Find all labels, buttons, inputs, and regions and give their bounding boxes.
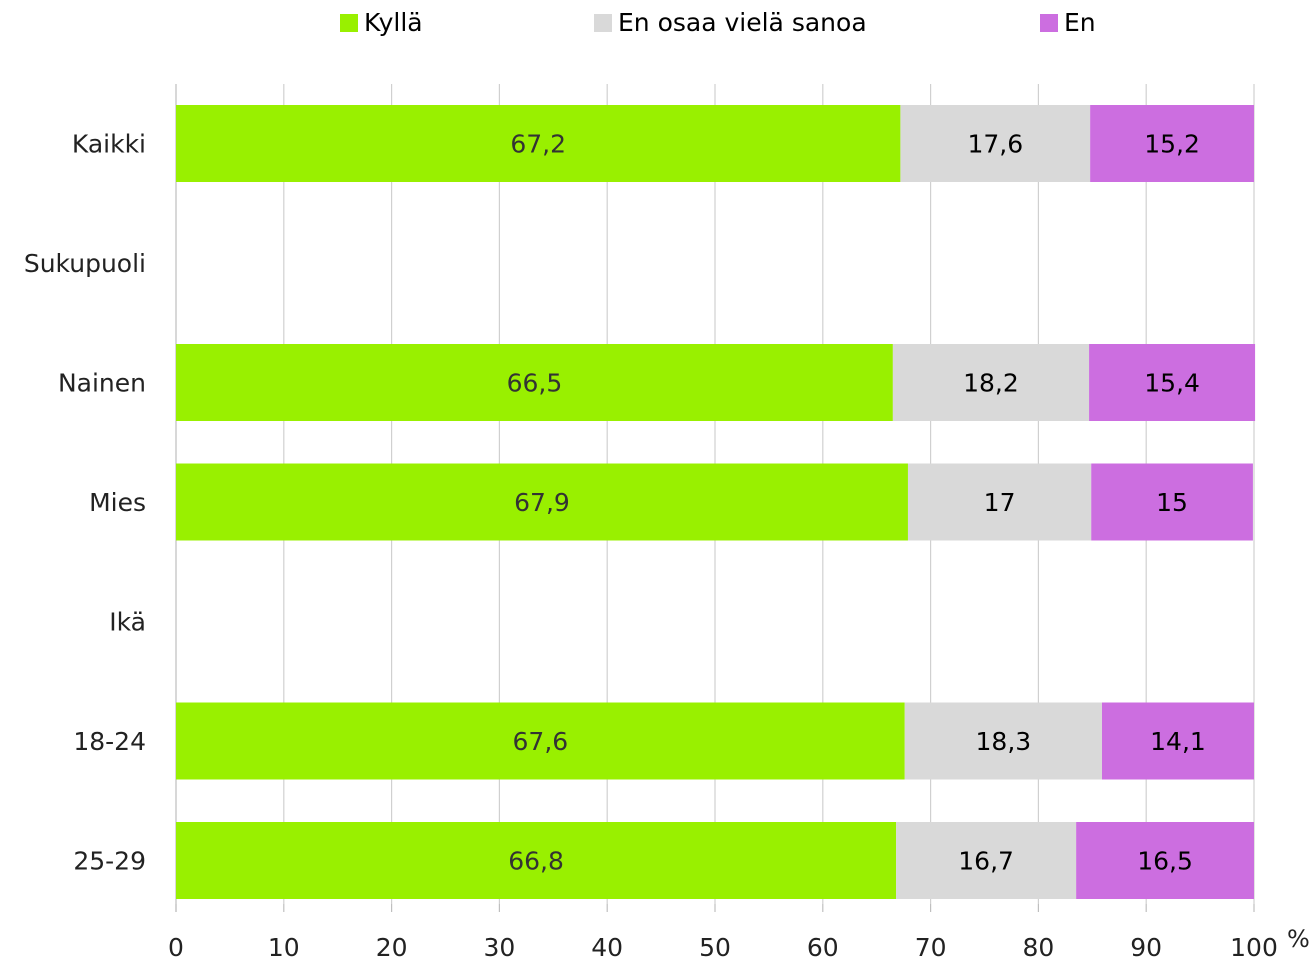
data-label-en-kaikki: 15,2 bbox=[1144, 130, 1200, 159]
bar-kylla-kaikki bbox=[176, 105, 901, 182]
bar-en-kaikki bbox=[1090, 105, 1254, 182]
legend-label-en-osaa: En osaa vielä sanoa bbox=[618, 8, 867, 37]
data-label-kylla-nainen: 66,5 bbox=[507, 369, 563, 398]
legend-item-kylla: Kyllä bbox=[340, 8, 423, 37]
legend: Kyllä En osaa vielä sanoa En bbox=[0, 4, 1314, 44]
data-label-kylla-kaikki: 67,2 bbox=[510, 130, 566, 159]
category-label-25-29: 25-29 bbox=[73, 847, 146, 876]
category-label-nainen: Nainen bbox=[58, 369, 146, 398]
bar-en-25-29 bbox=[1076, 822, 1254, 899]
bar-en-osaa-viela-sanoa-mies bbox=[907, 463, 1092, 541]
data-label-en-osaa-viela-sanoa-kaikki: 17,6 bbox=[967, 130, 1023, 159]
bar-kylla-18-24 bbox=[176, 702, 905, 780]
x-tick-label-30: 30 bbox=[483, 933, 515, 962]
data-label-en-mies: 15 bbox=[1156, 488, 1188, 517]
x-tick-label-80: 80 bbox=[1022, 933, 1054, 962]
category-label-18-24: 18-24 bbox=[73, 727, 146, 756]
category-label-mies: Mies bbox=[89, 488, 146, 517]
data-label-en-osaa-viela-sanoa-nainen: 18,2 bbox=[963, 369, 1019, 398]
x-tick-label-90: 90 bbox=[1130, 933, 1162, 962]
data-label-en-osaa-viela-sanoa-18-24: 18,3 bbox=[976, 727, 1032, 756]
x-tick-label-60: 60 bbox=[807, 933, 839, 962]
x-tick-label-40: 40 bbox=[591, 933, 623, 962]
data-label-kylla-18-24: 67,6 bbox=[513, 727, 569, 756]
bar-en-mies bbox=[1091, 463, 1253, 541]
legend-item-en: En bbox=[1040, 8, 1096, 37]
data-label-en-18-24: 14,1 bbox=[1150, 727, 1206, 756]
bar-en-18-24 bbox=[1102, 702, 1254, 780]
legend-item-en-osaa: En osaa vielä sanoa bbox=[594, 8, 867, 37]
data-label-kylla-mies: 67,9 bbox=[514, 488, 570, 517]
data-label-kylla-25-29: 66,8 bbox=[508, 847, 564, 876]
category-label-kaikki: Kaikki bbox=[72, 130, 146, 159]
data-label-en-nainen: 15,4 bbox=[1144, 369, 1200, 398]
legend-swatch-en bbox=[1040, 13, 1058, 32]
x-tick-label-10: 10 bbox=[268, 933, 300, 962]
bar-en-osaa-viela-sanoa-25-29 bbox=[896, 822, 1077, 899]
bar-en-nainen bbox=[1089, 344, 1256, 421]
x-axis-unit: % bbox=[1287, 925, 1310, 953]
category-label-sukupuoli: Sukupuoli bbox=[24, 249, 146, 278]
data-label-en-osaa-viela-sanoa-25-29: 16,7 bbox=[958, 847, 1014, 876]
legend-swatch-kylla bbox=[340, 13, 358, 32]
bar-en-osaa-viela-sanoa-18-24 bbox=[904, 702, 1103, 780]
x-tick-label-50: 50 bbox=[699, 933, 731, 962]
x-tick-label-70: 70 bbox=[915, 933, 947, 962]
x-tick-label-100: 100 bbox=[1230, 933, 1278, 962]
bar-kylla-nainen bbox=[176, 344, 893, 421]
bar-kylla-mies bbox=[176, 463, 908, 541]
category-label-ika: Ikä bbox=[109, 608, 146, 637]
bar-kylla-25-29 bbox=[176, 822, 897, 899]
bar-en-osaa-viela-sanoa-kaikki bbox=[900, 105, 1091, 182]
data-label-en-osaa-viela-sanoa-mies: 17 bbox=[984, 488, 1016, 517]
legend-swatch-en-osaa bbox=[594, 13, 612, 32]
data-label-en-25-29: 16,5 bbox=[1137, 847, 1193, 876]
legend-label-en: En bbox=[1064, 8, 1096, 37]
bar-en-osaa-viela-sanoa-nainen bbox=[892, 344, 1090, 421]
x-tick-label-20: 20 bbox=[376, 933, 408, 962]
x-tick-label-0: 0 bbox=[168, 933, 184, 962]
legend-label-kylla: Kyllä bbox=[364, 8, 423, 37]
